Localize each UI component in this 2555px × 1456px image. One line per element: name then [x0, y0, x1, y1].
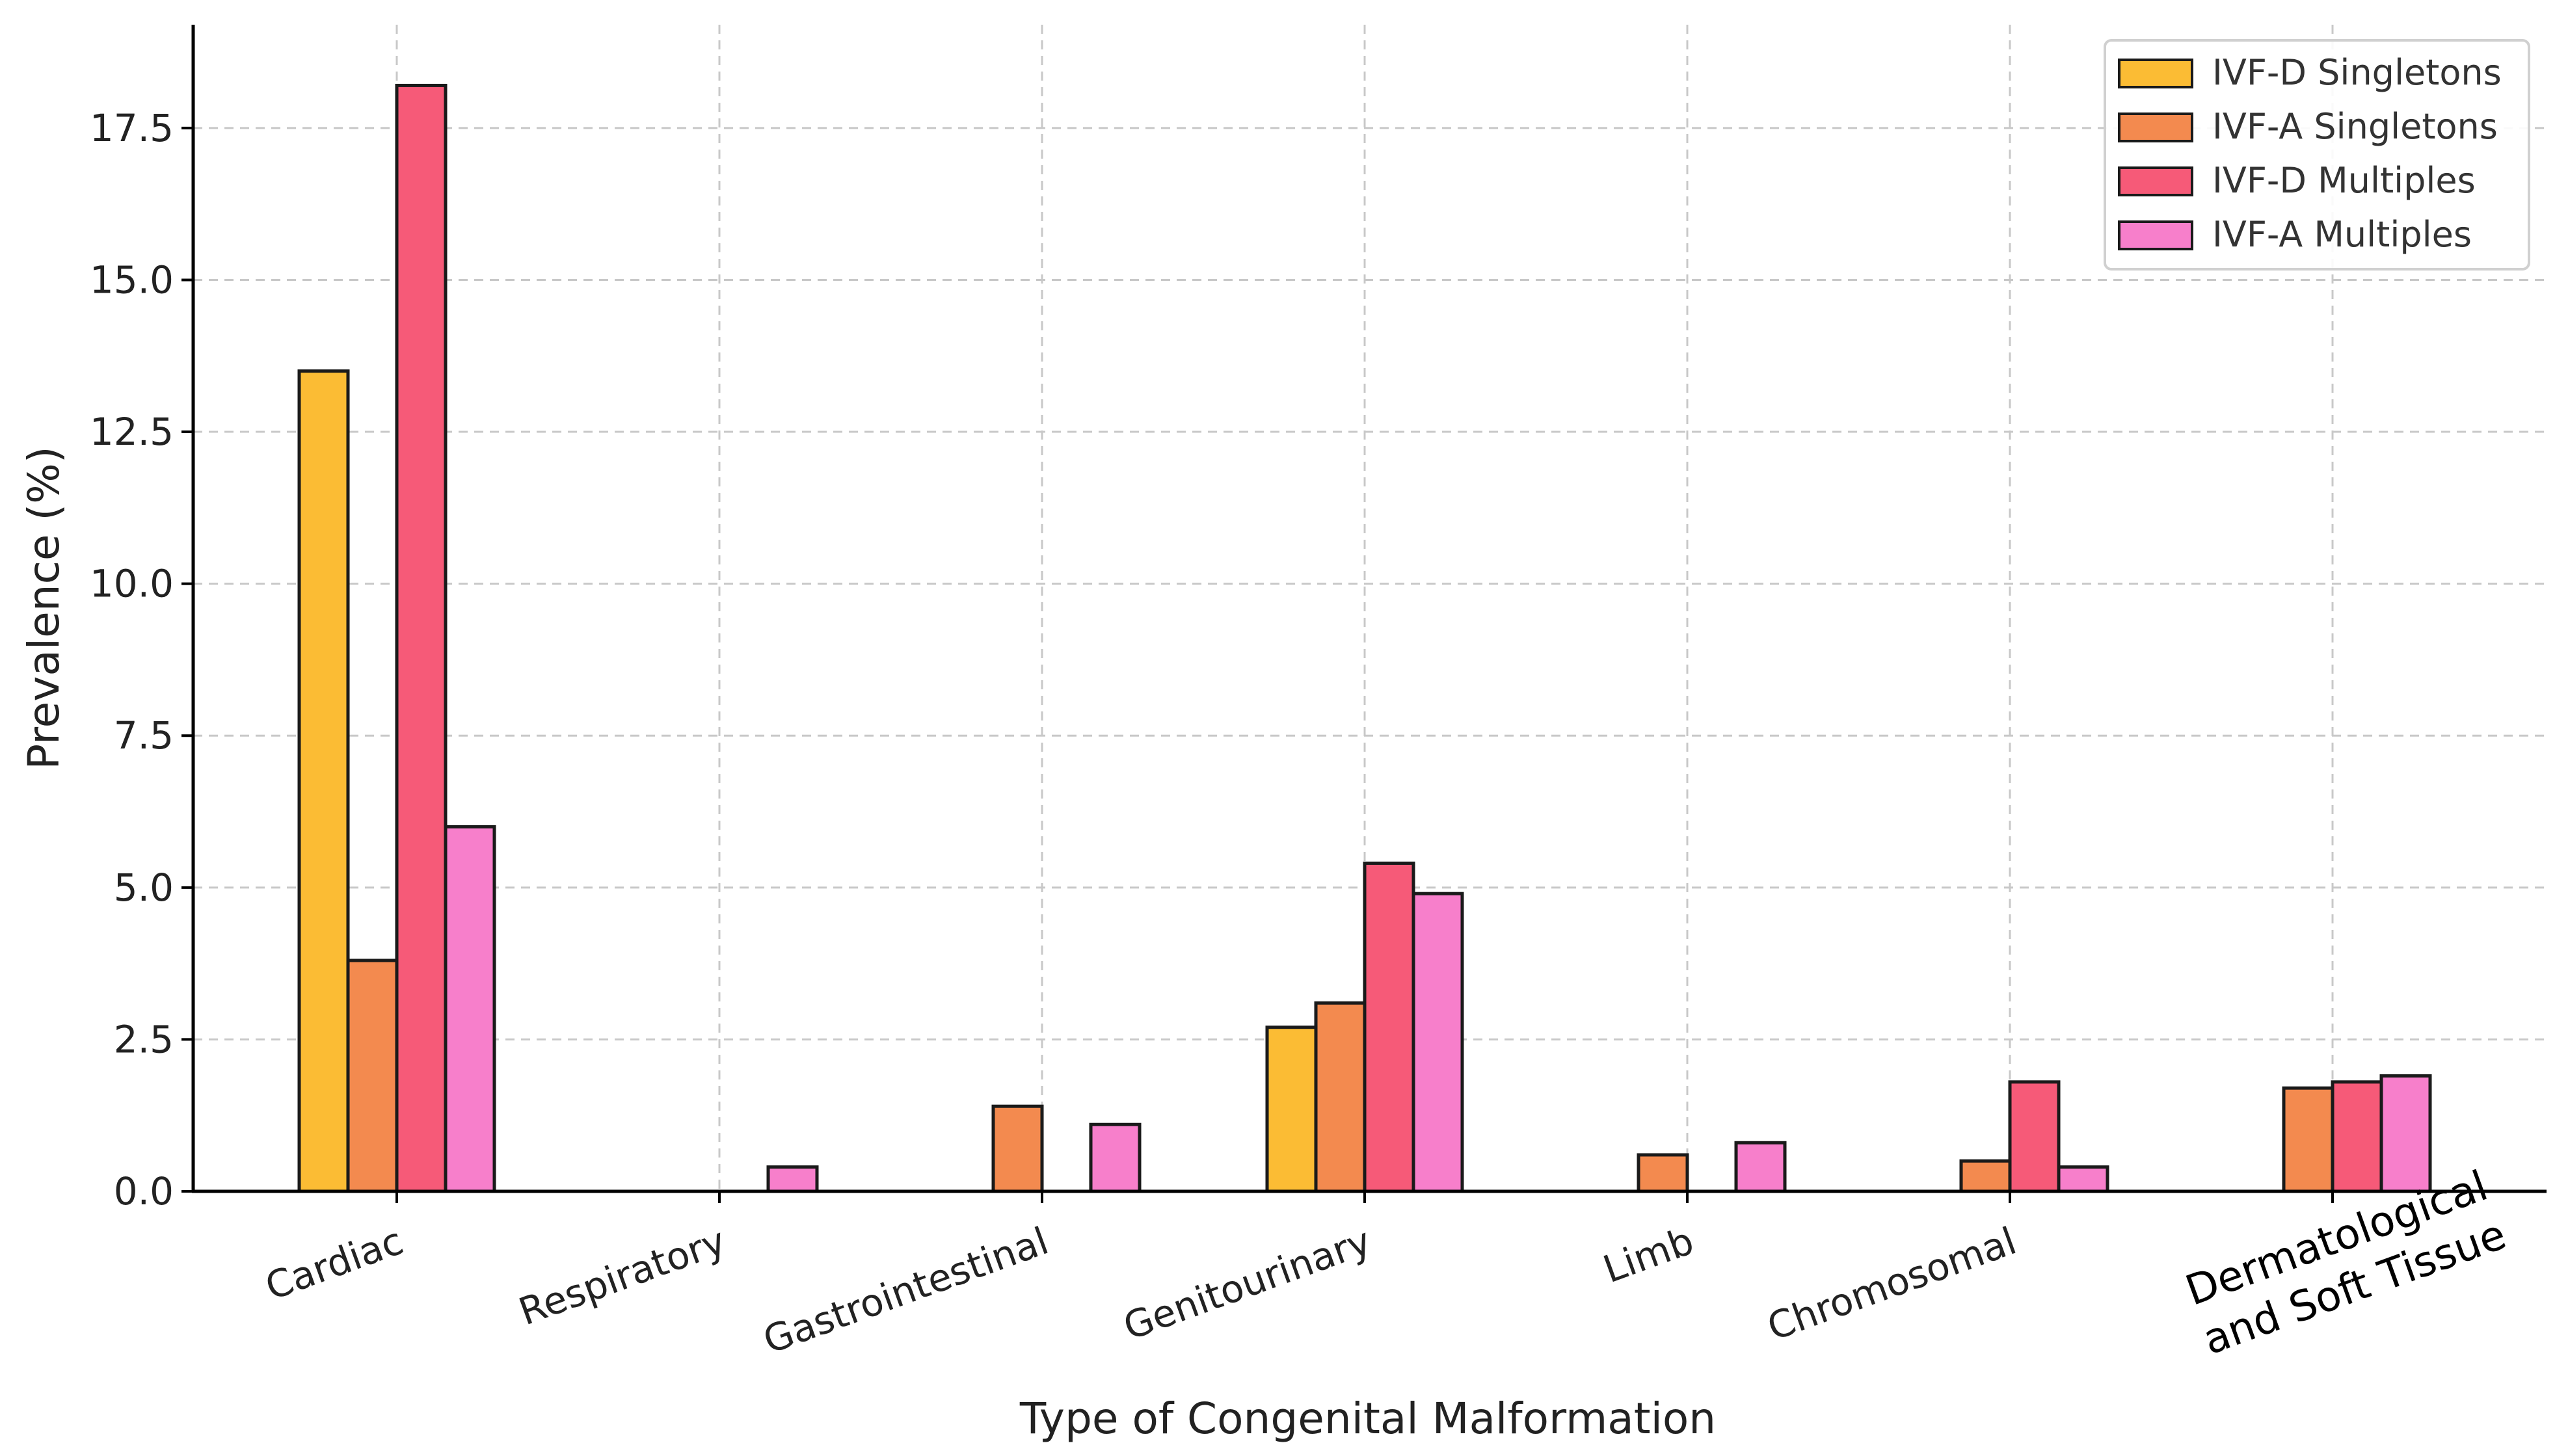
- x-category-label-text: Gastrointestinal: [758, 1219, 1054, 1362]
- x-category-label: Genitourinary: [1117, 1219, 1376, 1349]
- bar: [2057, 1165, 2109, 1193]
- y-tick-label: 17.5: [90, 106, 174, 150]
- legend: IVF-D Singletons IVF-A Singletons IVF-D Mu…: [2104, 39, 2530, 271]
- y-axis-title: Prevalence (%): [19, 446, 69, 769]
- bar: [1411, 892, 1464, 1193]
- bar: [1089, 1122, 1142, 1193]
- bar: [444, 825, 496, 1193]
- x-category-label-text: Respiratory: [513, 1219, 732, 1334]
- y-tick-label: 7.5: [114, 713, 174, 758]
- y-tick-label: 5.0: [114, 866, 174, 910]
- legend-frame: [2104, 39, 2530, 271]
- bar: [395, 83, 448, 1193]
- y-tick-label: 15.0: [90, 258, 174, 302]
- x-category-label-text: Chromosomal: [1761, 1219, 2022, 1349]
- legend-swatch: [2118, 220, 2193, 250]
- bar: [1314, 1001, 1367, 1193]
- bar: [1734, 1141, 1787, 1193]
- bar: [1265, 1026, 1318, 1193]
- bar: [1959, 1159, 2012, 1193]
- bar: [1637, 1153, 1689, 1193]
- bar: [1363, 861, 1415, 1193]
- y-tick-label: 12.5: [90, 410, 174, 454]
- x-category-label: Respiratory: [513, 1219, 732, 1334]
- legend-swatch: [2118, 59, 2193, 88]
- bar: [297, 369, 350, 1193]
- x-category-label-text: Genitourinary: [1117, 1219, 1376, 1349]
- axes: [181, 25, 2547, 1203]
- x-category-label: Limb: [1598, 1219, 1699, 1291]
- y-tick-label: 10.0: [90, 562, 174, 606]
- bar: [2008, 1080, 2061, 1193]
- legend-swatch: [2118, 113, 2193, 142]
- bar: [766, 1165, 819, 1193]
- legend-label: IVF-D Singletons: [2212, 52, 2502, 93]
- bars: [297, 83, 2432, 1193]
- bar: [991, 1104, 1044, 1193]
- x-category-label: Chromosomal: [1761, 1219, 2022, 1349]
- bar: [2379, 1074, 2432, 1193]
- bar: [2331, 1080, 2383, 1193]
- x-category-label-text: Cardiac: [260, 1219, 408, 1309]
- y-tick-label: 0.0: [114, 1169, 174, 1213]
- x-axis-title: Type of Congenital Malformation: [1019, 1394, 1716, 1444]
- legend-label: IVF-D Multiples: [2212, 160, 2476, 201]
- x-category-label: Gastrointestinal: [758, 1219, 1054, 1362]
- y-tick-label: 2.5: [114, 1017, 174, 1061]
- x-category-label: Cardiac: [260, 1219, 408, 1309]
- bar: [346, 959, 399, 1193]
- legend-swatch: [2118, 166, 2193, 196]
- bar: [2282, 1086, 2334, 1193]
- legend-label: IVF-A Multiples: [2212, 214, 2472, 255]
- x-category-label-text: Limb: [1598, 1219, 1699, 1291]
- legend-label: IVF-A Singletons: [2212, 106, 2498, 147]
